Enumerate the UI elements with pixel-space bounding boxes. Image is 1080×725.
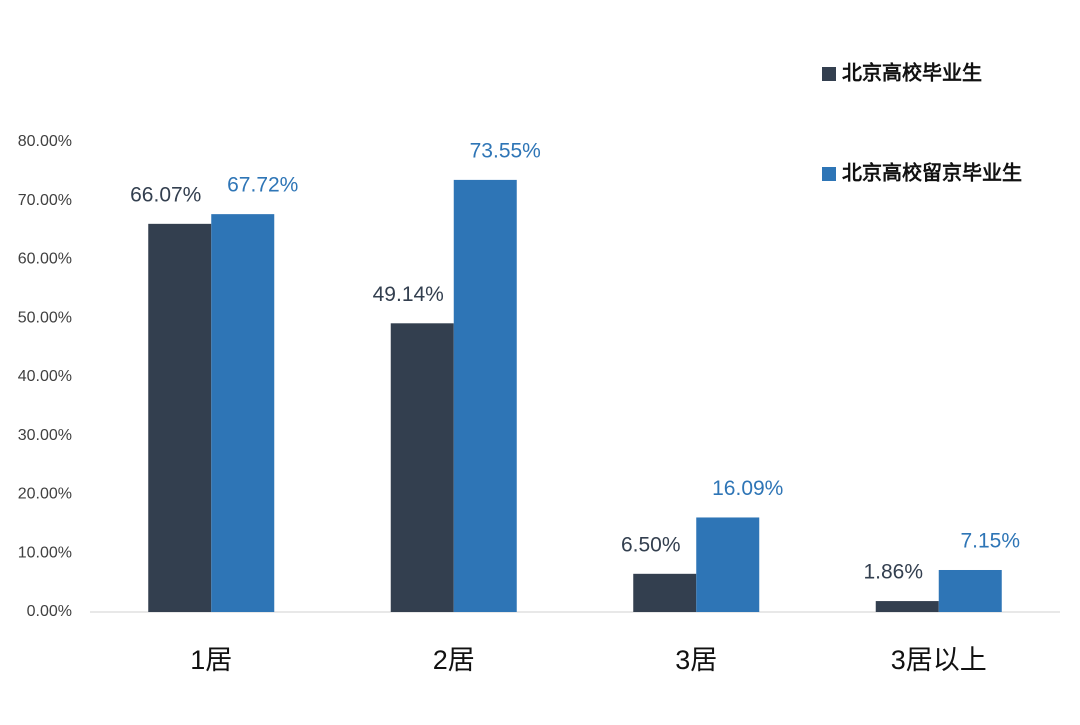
legend-swatch: [822, 67, 836, 81]
y-tick-label: 70.00%: [18, 192, 72, 209]
y-tick-label: 50.00%: [18, 309, 72, 326]
data-label: 16.09%: [712, 477, 783, 500]
legend-swatch: [822, 167, 836, 181]
bar: [938, 569, 1002, 612]
bar: [633, 573, 697, 612]
bar: [148, 223, 212, 612]
bar: [211, 214, 275, 612]
legend-label: 北京高校留京毕业生: [842, 160, 1022, 184]
y-tick-label: 40.00%: [18, 368, 72, 385]
x-tick-label: 3居: [675, 645, 717, 675]
x-tick-label: 3居以上: [891, 645, 987, 675]
y-tick-label: 80.00%: [18, 133, 72, 150]
data-label: 49.14%: [373, 283, 444, 306]
y-tick-label: 10.00%: [18, 544, 72, 561]
legend-label: 北京高校毕业生: [842, 60, 982, 84]
y-tick-label: 30.00%: [18, 427, 72, 444]
data-label: 73.55%: [470, 139, 541, 162]
data-label: 66.07%: [130, 183, 201, 206]
data-label: 1.86%: [863, 561, 923, 584]
data-label: 7.15%: [960, 530, 1020, 553]
data-label: 67.72%: [227, 174, 298, 197]
x-tick-label: 1居: [190, 645, 232, 675]
y-tick-label: 0.00%: [27, 603, 72, 620]
y-tick-label: 20.00%: [18, 486, 72, 503]
bar: [696, 517, 760, 612]
bar: [390, 323, 454, 612]
bar: [453, 179, 517, 613]
y-tick-label: 60.00%: [18, 251, 72, 268]
data-label: 6.50%: [621, 533, 681, 556]
x-tick-label: 2居: [433, 645, 475, 675]
bar: [875, 601, 939, 612]
